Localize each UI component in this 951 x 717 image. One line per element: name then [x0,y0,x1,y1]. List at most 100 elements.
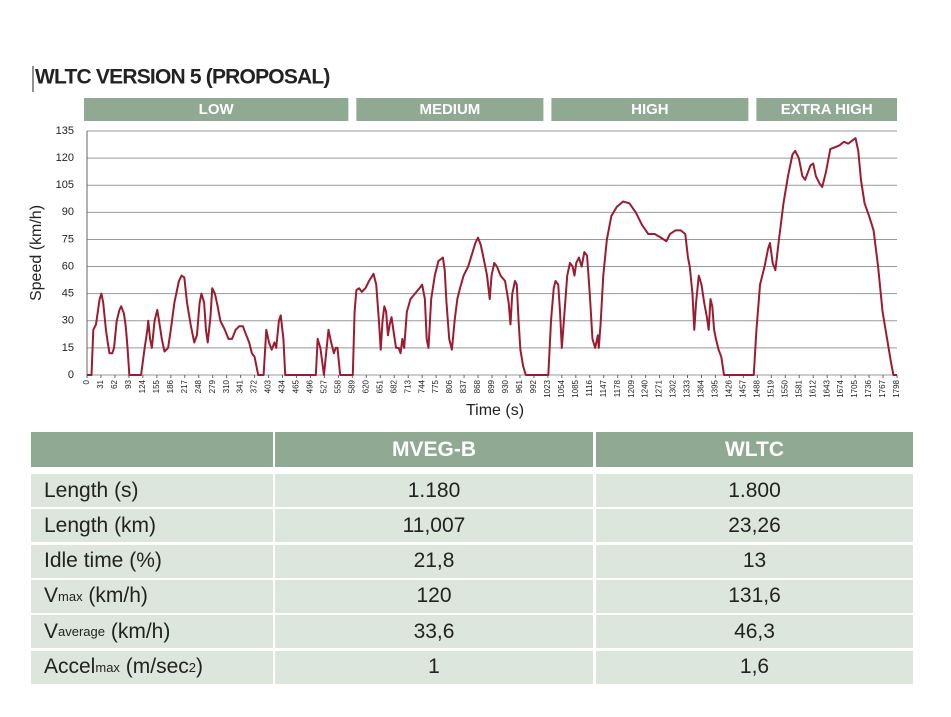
chart-title: WLTC VERSION 5 (PROPOSAL) [35,66,330,89]
table-cell: 1 [275,650,593,684]
x-tick-label: 1705 [850,379,859,397]
label-part: Length (km) [44,513,157,537]
x-tick-label: 62 [110,379,119,388]
x-tick-label: 651 [375,379,384,393]
x-tick-label: 279 [208,379,217,393]
row-label: Length (s) [31,474,273,507]
x-tick-label: 620 [361,379,370,393]
table-cell: 11,007 [275,509,593,543]
speed-line [87,137,897,376]
x-tick-label: 899 [487,379,496,393]
table-cell: 131,6 [596,579,913,613]
y-tick-label: 135 [56,125,74,137]
x-tick-label: 1333 [683,379,692,397]
x-tick-label: 341 [236,379,245,393]
x-tick-label: 837 [459,379,468,393]
x-tick-label: 930 [501,379,510,393]
y-axis-label: Speed (km/h) [28,205,45,301]
x-tick-label: 1643 [822,379,831,397]
x-tick-label: 558 [333,379,342,393]
x-tick-label: 868 [473,379,482,393]
y-tick-label: 15 [62,342,74,354]
phase-label: LOW [199,101,235,118]
x-tick-label: 1395 [711,379,720,397]
x-tick-label: 1302 [669,379,678,397]
x-tick-label: 1581 [794,379,803,397]
x-tick-label: 961 [515,379,524,393]
label-part: 2 [188,659,196,675]
x-tick-label: 372 [250,379,259,393]
x-tick-label: 155 [152,379,161,393]
phase-band [551,98,749,121]
header-cell [31,432,273,467]
column-header: WLTC [596,432,913,467]
y-tick-label: 75 [62,233,74,245]
phase-band [84,98,349,121]
label-part: (km/h) [105,619,171,643]
table-cell: 23,26 [596,509,913,543]
x-tick-label: 1364 [697,379,706,397]
x-tick-label: 992 [529,379,538,393]
x-tick-label: 93 [124,379,133,388]
x-tick-label: 806 [445,379,454,393]
x-tick-label: 1767 [878,379,887,397]
x-tick-label: 1023 [543,379,552,397]
x-tick-label: 1178 [613,379,622,397]
y-tick-label: 0 [68,369,74,381]
x-tick-label: 1488 [752,379,761,397]
x-tick-label: 1209 [627,379,636,397]
x-tick-label: 713 [403,379,412,393]
label-part: Length (s) [44,478,139,502]
x-tick-label: 1240 [641,379,650,397]
x-tick-label: 496 [306,379,315,393]
chart: WLTC VERSION 5 (PROPOSAL) Speed (km/h) T… [28,66,901,420]
x-tick-label: 1426 [725,379,734,397]
phase-label: MEDIUM [419,101,480,118]
x-tick-label: 1271 [655,379,664,397]
table-cell: 1,6 [596,650,913,684]
x-tick-label: 1674 [836,379,845,397]
x-tick-label: 1798 [892,379,901,397]
phase-band [756,98,897,121]
table-cell: 33,6 [275,615,593,649]
x-tick-label: 434 [278,379,287,393]
x-tick-label: 248 [194,379,203,393]
x-tick-label: 589 [347,379,356,393]
table-cell: 120 [275,579,593,613]
x-tick-label: 217 [180,379,189,393]
x-tick-label: 1457 [738,379,747,397]
row-label: Idle time (%) [31,544,273,578]
x-tick-label: 0 [82,379,91,384]
x-tick-label: 1116 [585,379,594,396]
x-tick-label: 682 [389,379,398,393]
phase-label: EXTRA HIGH [781,101,873,118]
x-tick-label: 124 [138,379,147,393]
x-tick-label: 744 [417,379,426,393]
label-part: V [44,619,59,643]
x-tick-label: 1054 [557,379,566,397]
y-tick-label: 120 [56,152,74,164]
table-cell: 1.180 [275,474,593,507]
x-tick-label: 1519 [766,379,775,397]
label-part: (m/sec [119,655,189,678]
y-tick-label: 45 [62,288,74,300]
x-tick-label: 403 [264,379,273,393]
x-tick-label: 775 [431,379,440,393]
row-label: Accel max (m/sec 2) [31,650,273,684]
phase-label: HIGH [631,101,669,118]
label-part: (km/h) [82,584,148,608]
label-part: average [58,624,105,640]
column-header: MVEG-B [275,432,593,467]
x-tick-label: 1147 [599,379,608,397]
label-part: ) [196,655,203,678]
x-tick-label: 465 [292,379,301,393]
table-cell: 21,8 [275,544,593,578]
y-tick-label: 30 [62,315,74,327]
y-tick-label: 90 [62,206,74,218]
x-axis-label: Time (s) [466,402,524,419]
x-tick-label: 186 [166,379,175,393]
table-cell: 46,3 [596,615,913,649]
